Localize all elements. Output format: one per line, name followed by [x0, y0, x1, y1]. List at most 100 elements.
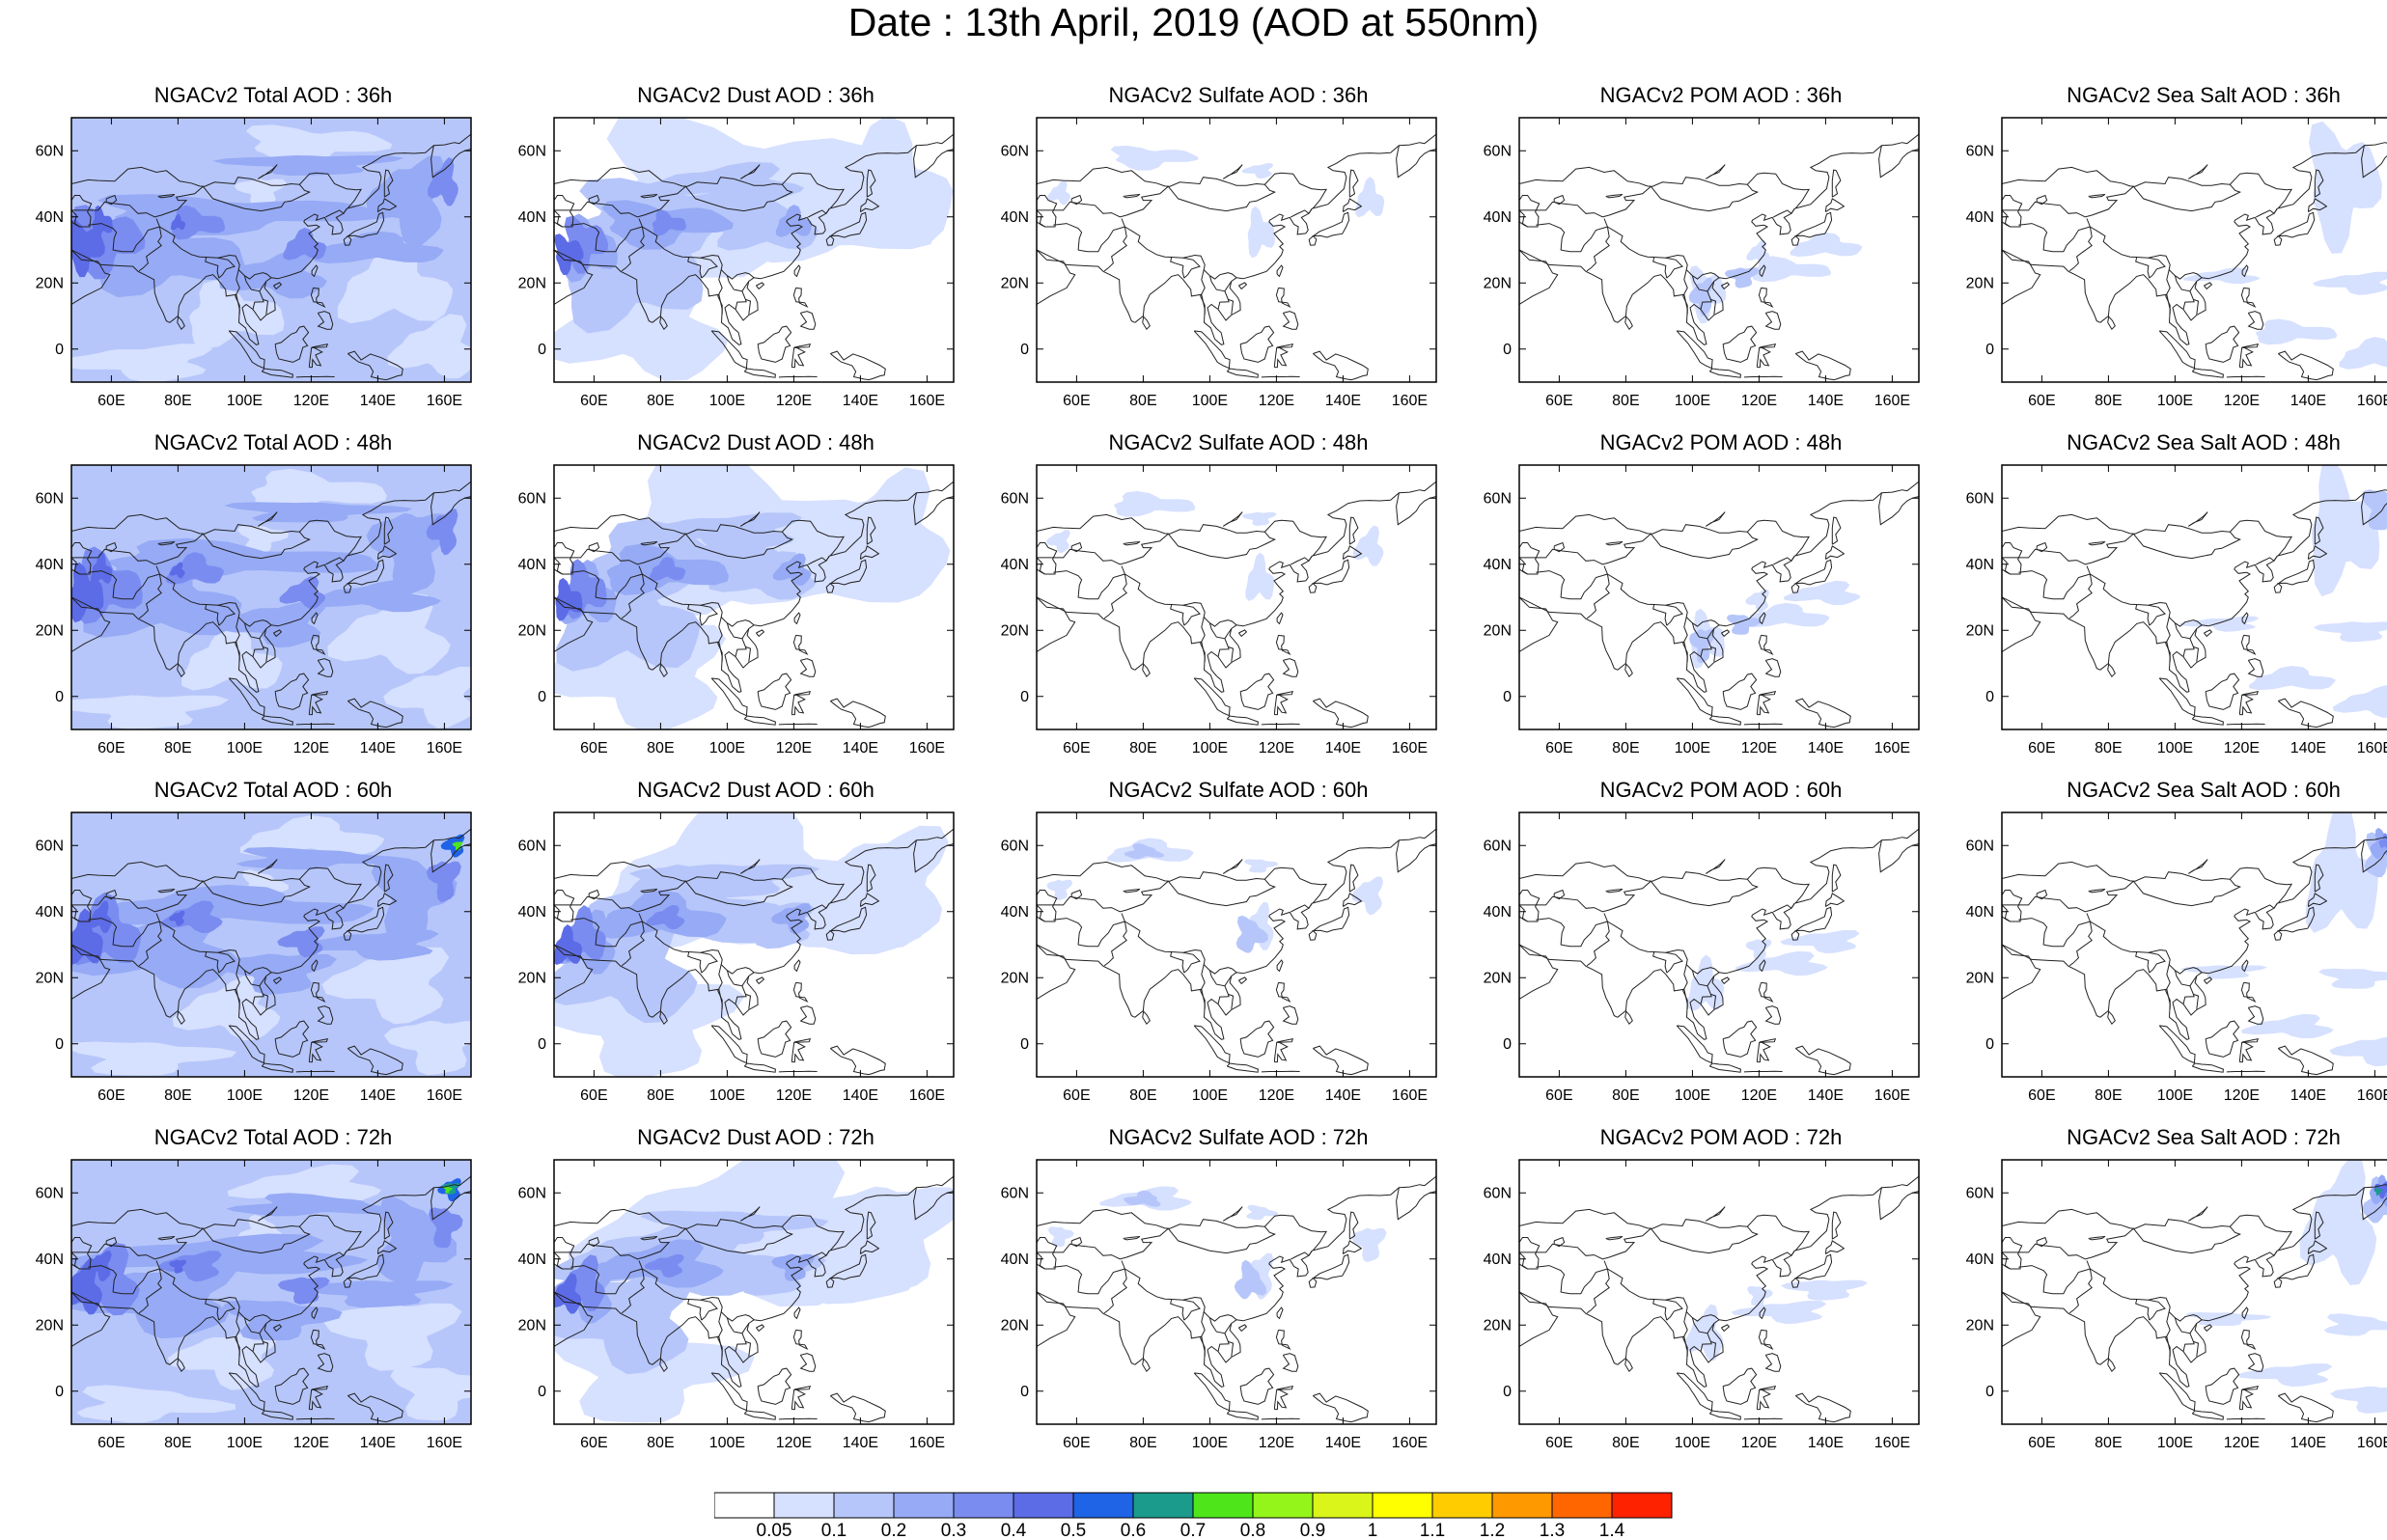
coastline	[1705, 859, 1726, 874]
coastline	[343, 211, 385, 246]
coastline	[726, 1317, 747, 1352]
coastline	[2099, 837, 2387, 1040]
aod-map: 60E 80E 100E 120E 140E 160E 60N 40N 20N 0	[518, 464, 955, 756]
coastline	[743, 1062, 776, 1073]
coastline	[2107, 1358, 2116, 1373]
coastline	[2132, 878, 2241, 907]
coastline	[2307, 1240, 2328, 1255]
coastline	[1273, 690, 1294, 716]
coastline	[743, 368, 776, 378]
coastline	[799, 311, 817, 330]
coastline	[642, 1268, 755, 1322]
coastline	[2036, 541, 2048, 553]
coastline	[687, 257, 703, 279]
coastline	[1312, 698, 1369, 729]
aod-region	[71, 1041, 237, 1076]
coastline	[1226, 368, 1259, 378]
coastline	[1276, 959, 1284, 973]
coastline	[717, 269, 723, 315]
coastline	[71, 1263, 80, 1270]
coastline	[1650, 878, 1759, 907]
coastline	[71, 1291, 171, 1365]
aod-map: 60E 80E 100E 120E 140E 160E 60N 40N 20N 0	[1966, 1159, 2387, 1451]
coastline	[1037, 1227, 1169, 1260]
aod-region	[772, 553, 812, 586]
coastline	[2255, 207, 2278, 218]
coastline	[138, 1268, 162, 1314]
coastline	[2361, 145, 2387, 179]
coastline	[2255, 555, 2278, 565]
coastline	[1226, 1410, 1259, 1420]
aod-region	[1687, 954, 1725, 1012]
coastline	[1878, 145, 1919, 179]
x-tick-label: 120E	[2224, 740, 2260, 756]
coastline	[1123, 194, 1141, 199]
aod-region	[640, 1210, 829, 1245]
aod-region	[387, 314, 471, 379]
x-tick-label: 140E	[2290, 740, 2326, 756]
coastline	[1037, 542, 1058, 575]
map-panel: NGACv2 POM AOD : 48h 60E 80E 100E 120E 140E 16…	[1484, 430, 1920, 756]
coastline	[554, 513, 846, 557]
map-content	[71, 1160, 471, 1424]
coastline	[1519, 249, 1559, 305]
aod-region	[1781, 1279, 1868, 1301]
y-tick-label: 0	[1020, 1036, 1029, 1053]
coastline	[169, 828, 471, 1040]
aod-map: 60E 80E 100E 120E 140E 160E 60N 40N 20N 0	[36, 811, 472, 1104]
coastline	[2361, 839, 2387, 873]
map-frame	[1518, 464, 1920, 730]
map-content	[1037, 133, 1436, 381]
coastline	[1193, 677, 1231, 717]
coastline	[2205, 673, 2240, 710]
coastline	[376, 198, 398, 213]
x-tick-label: 80E	[1129, 393, 1156, 409]
x-tick-label: 120E	[1259, 1435, 1294, 1451]
coastline	[1682, 269, 1688, 315]
coastline	[1831, 1211, 1842, 1240]
x-tick-label: 140E	[1325, 740, 1361, 756]
coastline	[554, 533, 686, 565]
coastline	[554, 185, 686, 218]
aod-region	[1745, 589, 1769, 613]
coastline	[687, 951, 703, 974]
coastline	[554, 596, 594, 652]
coastline	[257, 1206, 278, 1222]
aod-region	[2313, 621, 2387, 643]
colorbar-swatch	[953, 1492, 1014, 1519]
coastline	[1261, 375, 1300, 378]
coastline	[2191, 1410, 2224, 1420]
coastline	[1170, 604, 1185, 626]
y-tick-label: 0	[1020, 1384, 1029, 1400]
map-content	[554, 465, 954, 729]
coastline	[2148, 257, 2166, 279]
coastline	[2205, 325, 2240, 363]
coastline	[825, 906, 868, 941]
coastline	[621, 226, 645, 272]
y-tick-label: 0	[1020, 689, 1029, 705]
colorbar-swatch	[1491, 1492, 1553, 1519]
coastline	[2241, 959, 2249, 973]
x-tick-label: 80E	[164, 393, 191, 409]
coastline	[1208, 275, 1230, 310]
coastline	[913, 492, 954, 526]
coastline	[1037, 185, 1169, 218]
coastline	[1222, 1206, 1243, 1222]
aod-region	[390, 1366, 471, 1421]
coastline	[71, 880, 204, 913]
coastline	[2036, 1236, 2048, 1248]
coastline	[1037, 944, 1136, 1018]
coastline	[1037, 1291, 1076, 1347]
panel-title: NGACv2 Dust AOD : 72h	[637, 1125, 874, 1149]
x-tick-label: 100E	[1192, 740, 1228, 756]
coastline	[177, 316, 185, 331]
coastline	[778, 1070, 818, 1073]
y-tick-label: 20N	[1001, 275, 1029, 291]
coastline	[257, 511, 278, 527]
aod-region	[189, 279, 285, 349]
colorbar-swatch	[1013, 1492, 1074, 1519]
map-panel: NGACv2 Sulfate AOD : 72h 60E 80E 100E 120E 14…	[1001, 1125, 1437, 1451]
coastline	[105, 541, 118, 553]
aod-region	[1124, 842, 1165, 860]
y-tick-label: 0	[538, 342, 546, 358]
